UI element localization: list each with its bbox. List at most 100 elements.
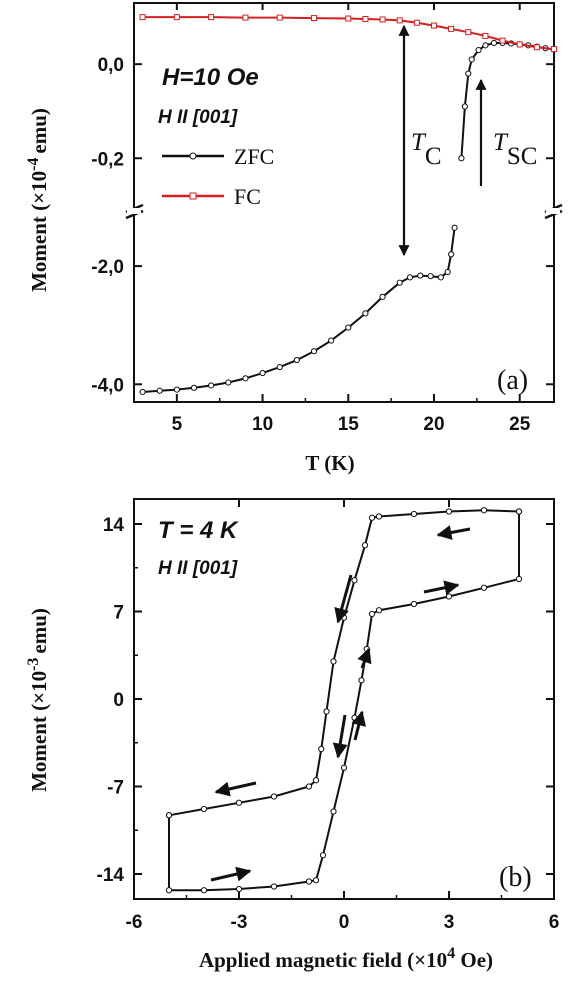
x-tick-label: -3 [231, 912, 248, 933]
data-point [437, 274, 444, 281]
tc-label: TC [411, 129, 442, 170]
data-point [533, 44, 540, 51]
panel-a-y-axis-title: Moment (×10-4emu) [25, 108, 51, 292]
legend-zfc-marker [189, 152, 197, 160]
data-point [311, 15, 317, 22]
data-point [276, 364, 283, 371]
data-point [208, 14, 215, 21]
data-point [468, 56, 475, 63]
data-point [482, 32, 489, 39]
data-point [190, 384, 198, 391]
panel-b-x-ticks: -6 -3 0 3 6 [126, 499, 560, 933]
arrow-up-right-2 [351, 710, 367, 741]
data-point [340, 614, 348, 621]
data-point [305, 878, 313, 885]
panel-a-orientation-annotation: H II [001] [158, 107, 238, 128]
data-point [368, 514, 376, 521]
panel-a-label: (a) [497, 365, 528, 396]
panel-b-temperature-annotation: T = 4 K [158, 517, 239, 544]
panel-b-y-ticks: 14 7 0 -7 -14 [97, 515, 554, 886]
data-point [200, 887, 208, 894]
y-tick-label: -0,2 [91, 149, 124, 170]
data-point [413, 19, 420, 26]
data-point [156, 387, 163, 394]
panel-b-direction-arrows [210, 525, 471, 882]
data-point [417, 272, 424, 279]
data-point [345, 324, 352, 331]
data-point [270, 793, 278, 800]
data-point [475, 46, 482, 54]
data-point [368, 610, 376, 618]
data-point [375, 513, 383, 520]
data-point [480, 584, 488, 591]
y-tick-label: -7 [107, 778, 124, 799]
panel-b-y-axis-title: Moment (×10-3emu) [25, 608, 51, 792]
data-point [305, 783, 313, 790]
panel-a-axis-break [125, 203, 563, 220]
panel-b-orientation-annotation: H II [001] [158, 558, 238, 579]
data-point [410, 510, 418, 518]
data-point [379, 16, 386, 23]
data-point [259, 369, 266, 377]
data-point [431, 22, 437, 29]
data-point [499, 37, 506, 44]
data-point [551, 46, 557, 53]
data-point [445, 593, 453, 600]
data-point [515, 508, 523, 515]
data-point [139, 14, 146, 21]
x-tick-label: -6 [126, 912, 143, 933]
data-point [351, 577, 358, 584]
x-tick-label: 6 [549, 912, 560, 933]
data-point [427, 273, 434, 280]
data-point [482, 42, 489, 49]
data-point [448, 25, 455, 32]
data-point [490, 39, 498, 47]
data-point [235, 885, 243, 893]
arrow-up-right-1 [357, 647, 372, 669]
arrow-bottom-right [210, 866, 252, 882]
panel-a-y-ticks: 0,0 -0,2 -2,0 -4,0 [91, 55, 554, 396]
series-fc [139, 14, 557, 53]
data-point [165, 887, 173, 894]
data-point [173, 14, 180, 21]
data-point [444, 268, 451, 276]
legend-fc-label: FC [234, 184, 261, 209]
series-line [142, 42, 555, 393]
data-point [330, 808, 337, 815]
data-point [173, 386, 180, 393]
arrow-down-left-1 [334, 574, 353, 624]
data-point [319, 852, 327, 859]
panel-a-legend: ZFC FC [162, 144, 274, 209]
panel-a-field-annotation: H=10 Oe [162, 64, 259, 91]
series-descending-branch [165, 507, 523, 819]
data-point [458, 155, 465, 162]
data-point [406, 274, 414, 281]
data-point [242, 375, 249, 382]
data-point [451, 224, 458, 231]
data-point [310, 348, 318, 355]
data-point [448, 251, 455, 258]
data-point [225, 379, 232, 386]
legend-zfc-label: ZFC [234, 144, 274, 169]
data-point [312, 777, 320, 784]
arrow-upper-right [423, 580, 460, 596]
x-tick-label: 20 [423, 414, 444, 435]
data-point [312, 877, 320, 884]
x-tick-label: 5 [172, 414, 183, 435]
data-point [270, 883, 278, 890]
data-point [465, 70, 472, 77]
y-tick-label: 14 [103, 515, 125, 536]
y-tick-label: -2,0 [91, 257, 124, 278]
x-tick-label: 25 [509, 414, 531, 435]
series-zfc [139, 39, 558, 396]
data-point [361, 542, 369, 549]
x-tick-label: 10 [252, 414, 273, 435]
arrow-top-left [436, 525, 471, 540]
data-point [362, 310, 369, 317]
legend-fc-marker [189, 192, 197, 200]
arrow-down-left-2 [332, 714, 348, 759]
y-tick-label: 7 [113, 603, 124, 624]
panel-a-series [139, 14, 558, 396]
tsc-label: TSC [493, 129, 538, 170]
data-point [379, 293, 386, 300]
